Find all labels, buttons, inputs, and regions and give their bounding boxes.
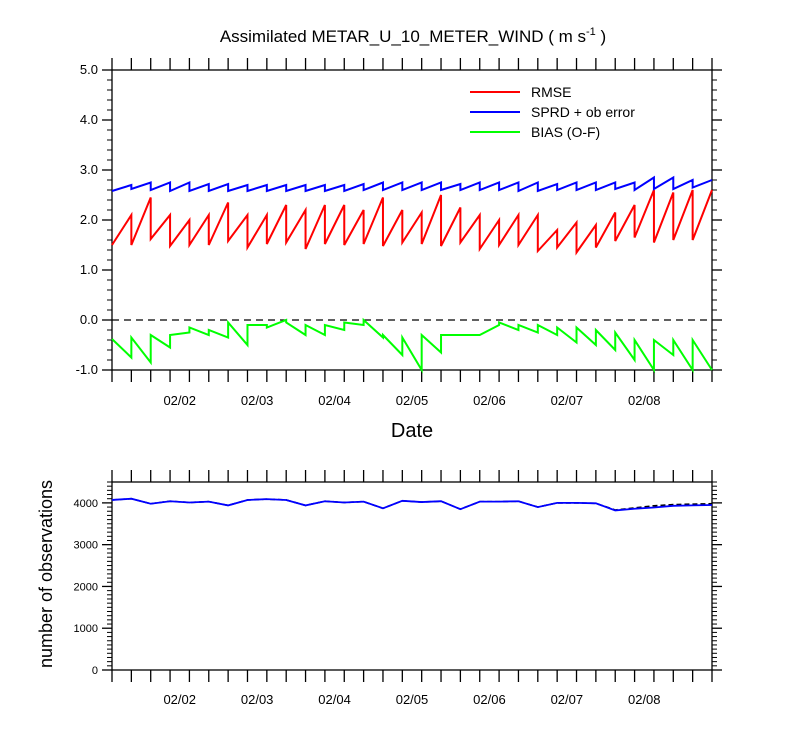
bottom-xtick-label: 02/06: [473, 692, 506, 707]
series-line-bias-o-f: [111, 317, 713, 374]
bottom-ytick-label: 3000: [74, 540, 98, 552]
bottom-xtick-label: 02/02: [163, 692, 196, 707]
chart-title: Assimilated METAR_U_10_METER_WIND ( m s-…: [220, 26, 606, 46]
bottom-panel: number of observations 0 1000 2000 3000 4000…: [36, 470, 722, 707]
bottom-ytick-label: 0: [92, 665, 98, 677]
top-ytick-label: 4.0: [80, 112, 98, 127]
bottom-xtick-label: 02/04: [318, 692, 351, 707]
top-xtick-label: 02/06: [473, 393, 506, 408]
top-plot-area: -1.0 0.0 1.0 2.0 3.0 4.0 5.0 02/02 02/03 02/04 02/…: [76, 58, 722, 408]
obs-line-possible: [111, 497, 713, 511]
top-ytick-label: 1.0: [80, 262, 98, 277]
top-ytick-label: -1.0: [76, 362, 98, 377]
bottom-xtick-label: 02/03: [241, 692, 274, 707]
top-panel: Assimilated METAR_U_10_METER_WIND ( m s-…: [76, 26, 722, 442]
top-ytick-label: 2.0: [80, 212, 98, 227]
top-ytick-label: 3.0: [80, 162, 98, 177]
bottom-plot-area: 0 1000 2000 3000 4000 02/02 02/03 02/04 02/05 02/…: [74, 470, 722, 707]
obs-line-used: [111, 497, 713, 512]
top-xtick-label: 02/03: [241, 393, 274, 408]
bottom-xtick-label: 02/05: [396, 692, 429, 707]
bottom-frame: [111, 481, 713, 671]
y-axis-label: number of observations: [36, 480, 56, 668]
legend-label: BIAS (O-F): [531, 124, 600, 140]
top-xtick-label: 02/02: [163, 393, 196, 408]
legend-label: RMSE: [531, 84, 571, 100]
bottom-ytick-label: 1000: [74, 623, 98, 635]
series-line-sprd-ob-error: [111, 175, 713, 193]
bottom-ytick-label: 2000: [74, 581, 98, 593]
top-xtick-label: 02/07: [551, 393, 584, 408]
series-line-rmse: [111, 189, 713, 256]
top-xtick-label: 02/04: [318, 393, 351, 408]
top-ytick-label: 5.0: [80, 62, 98, 77]
x-axis-label: Date: [391, 420, 433, 442]
top-ytick-label: 0.0: [80, 312, 98, 327]
bottom-xtick-label: 02/08: [628, 692, 661, 707]
legend-label: SPRD + ob error: [531, 104, 635, 120]
top-xtick-label: 02/08: [628, 393, 661, 408]
bottom-xtick-label: 02/07: [551, 692, 584, 707]
chart-legend: RMSE SPRD + ob error BIAS (O-F): [470, 84, 635, 140]
bottom-ytick-label: 4000: [74, 498, 98, 510]
top-xtick-label: 02/05: [396, 393, 429, 408]
